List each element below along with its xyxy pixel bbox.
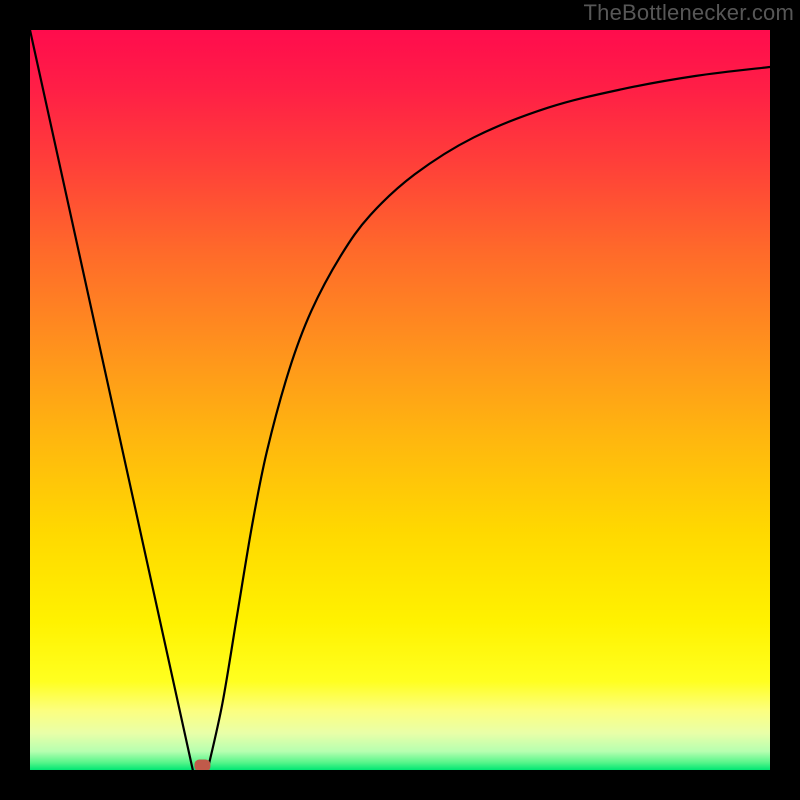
- gradient-background: [0, 0, 800, 800]
- gradient-area: [30, 30, 770, 770]
- chart-container: TheBottlenecker.com: [0, 0, 800, 800]
